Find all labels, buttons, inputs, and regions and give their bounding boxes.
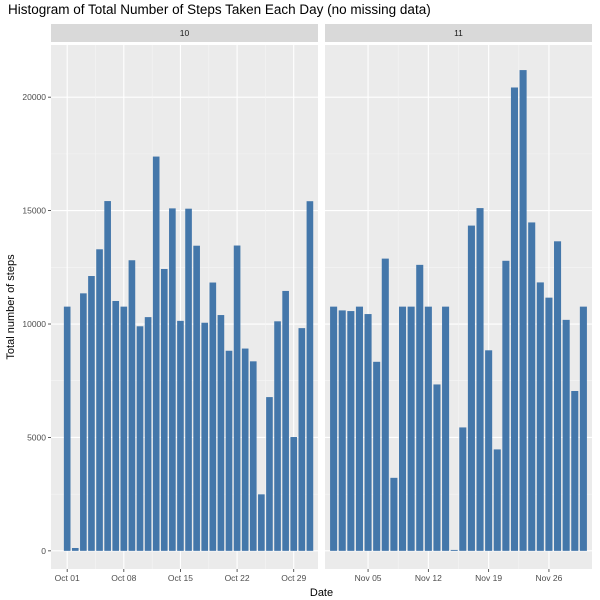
x-tick-label: Nov 05 <box>355 573 382 583</box>
bar <box>554 241 562 551</box>
bar <box>407 306 415 551</box>
bar <box>209 282 217 551</box>
bar <box>433 384 441 551</box>
bar <box>136 326 144 551</box>
bar <box>450 549 458 551</box>
bar <box>193 245 200 551</box>
y-axis-title: Total number of steps <box>5 254 17 360</box>
bar <box>502 260 510 551</box>
x-tick-label: Oct 08 <box>111 573 136 583</box>
bar <box>274 321 281 551</box>
bar <box>80 293 87 551</box>
bar <box>347 311 355 551</box>
y-tick-label: 5000 <box>27 432 46 442</box>
chart-title: Histogram of Total Number of Steps Taken… <box>8 2 431 17</box>
bar <box>510 87 519 551</box>
bar <box>545 297 553 551</box>
bar <box>120 306 128 551</box>
bar <box>562 319 570 551</box>
x-tick-label: Nov 19 <box>475 573 502 583</box>
bar <box>201 322 209 551</box>
bar <box>152 156 160 551</box>
x-tick-label: Nov 26 <box>535 573 562 583</box>
bar <box>185 208 192 551</box>
bar <box>416 264 424 551</box>
facet-strip <box>51 24 318 42</box>
bar <box>71 547 79 551</box>
bar <box>290 437 298 551</box>
bar <box>536 282 544 551</box>
bar <box>88 276 95 551</box>
bar <box>258 494 265 551</box>
bar <box>225 350 233 551</box>
x-tick-label: Oct 22 <box>225 573 250 583</box>
bar <box>338 310 346 551</box>
bar <box>364 314 372 551</box>
bar <box>424 306 432 551</box>
bar <box>169 208 176 551</box>
facet-strip-label: 10 <box>180 28 190 38</box>
bar <box>373 361 381 551</box>
bar <box>144 317 152 551</box>
bar <box>96 249 103 551</box>
bar <box>459 427 467 551</box>
bar <box>104 201 111 551</box>
facet-strip <box>325 24 592 42</box>
bar <box>355 306 363 551</box>
bar <box>306 201 314 551</box>
bar <box>233 245 241 551</box>
bar <box>485 350 493 551</box>
bar <box>112 300 120 551</box>
y-tick-label: 20000 <box>22 92 46 102</box>
bar <box>579 306 587 551</box>
bar <box>330 306 338 551</box>
bar <box>398 306 407 551</box>
bar <box>442 306 450 551</box>
bar <box>493 449 501 551</box>
bar <box>519 70 527 551</box>
bar <box>528 222 536 551</box>
bar <box>467 225 475 551</box>
bar <box>177 320 184 551</box>
bar <box>266 397 273 551</box>
bar <box>217 315 225 551</box>
bar <box>128 260 136 551</box>
bar <box>571 390 579 551</box>
bar <box>160 268 168 551</box>
x-tick-label: Oct 29 <box>281 573 306 583</box>
bar <box>241 348 249 551</box>
x-tick-label: Oct 01 <box>55 573 80 583</box>
x-tick-label: Oct 15 <box>168 573 193 583</box>
bar <box>381 258 389 551</box>
y-tick-label: 0 <box>41 546 46 556</box>
bar <box>476 208 484 551</box>
bar <box>249 361 257 551</box>
x-tick-label: Nov 12 <box>415 573 442 583</box>
y-tick-label: 15000 <box>22 206 46 216</box>
bar <box>63 306 71 551</box>
bar <box>298 328 306 551</box>
x-axis-title: Date <box>310 587 333 599</box>
bar <box>282 290 289 551</box>
bar <box>390 477 398 551</box>
y-tick-label: 10000 <box>22 319 46 329</box>
facet-strip-label: 11 <box>454 28 463 38</box>
